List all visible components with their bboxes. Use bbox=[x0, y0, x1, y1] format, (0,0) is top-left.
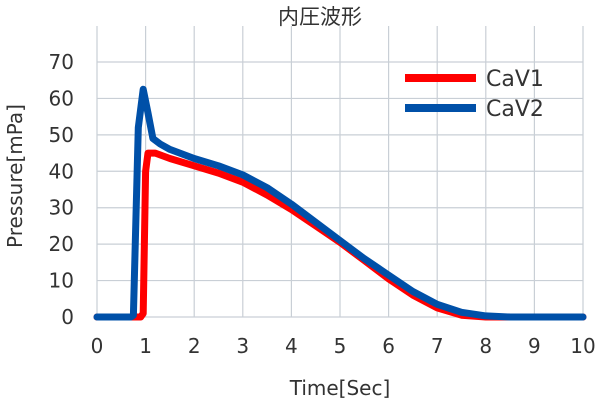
x-tick-label: 8 bbox=[479, 334, 492, 358]
tick-labels: 0 1 2 3 4 5 6 7 8 9 10 0 10 20 30 40 50 60 70 bbox=[49, 50, 596, 358]
x-axis-title: Time[Sec] bbox=[289, 376, 391, 400]
y-tick-label: 10 bbox=[49, 269, 74, 293]
legend: CaV1 CaV2 bbox=[405, 67, 544, 122]
y-tick-label: 30 bbox=[49, 196, 74, 220]
x-tick-label: 9 bbox=[528, 334, 541, 358]
legend-label-cav2: CaV2 bbox=[486, 97, 544, 122]
y-tick-label: 40 bbox=[49, 159, 74, 183]
y-axis-title: Pressure[mPa] bbox=[3, 104, 27, 248]
series-line-cav2 bbox=[93, 85, 587, 321]
y-tick-label: 20 bbox=[49, 232, 74, 256]
x-tick-label: 6 bbox=[382, 334, 395, 358]
legend-label-cav1: CaV1 bbox=[486, 67, 544, 92]
y-tick-label: 60 bbox=[49, 86, 74, 110]
chart-title: 内圧波形 bbox=[278, 5, 362, 29]
x-tick-label: 1 bbox=[139, 334, 152, 358]
x-tick-label: 10 bbox=[570, 334, 595, 358]
x-tick-label: 0 bbox=[91, 334, 104, 358]
x-tick-label: 7 bbox=[431, 334, 444, 358]
x-tick-label: 3 bbox=[236, 334, 249, 358]
x-tick-label: 4 bbox=[285, 334, 298, 358]
series-layer bbox=[93, 85, 587, 321]
x-tick-label: 5 bbox=[334, 334, 347, 358]
y-tick-label: 70 bbox=[49, 50, 74, 74]
y-tick-label: 0 bbox=[61, 305, 74, 329]
x-tick-label: 2 bbox=[188, 334, 201, 358]
y-tick-label: 50 bbox=[49, 123, 74, 147]
